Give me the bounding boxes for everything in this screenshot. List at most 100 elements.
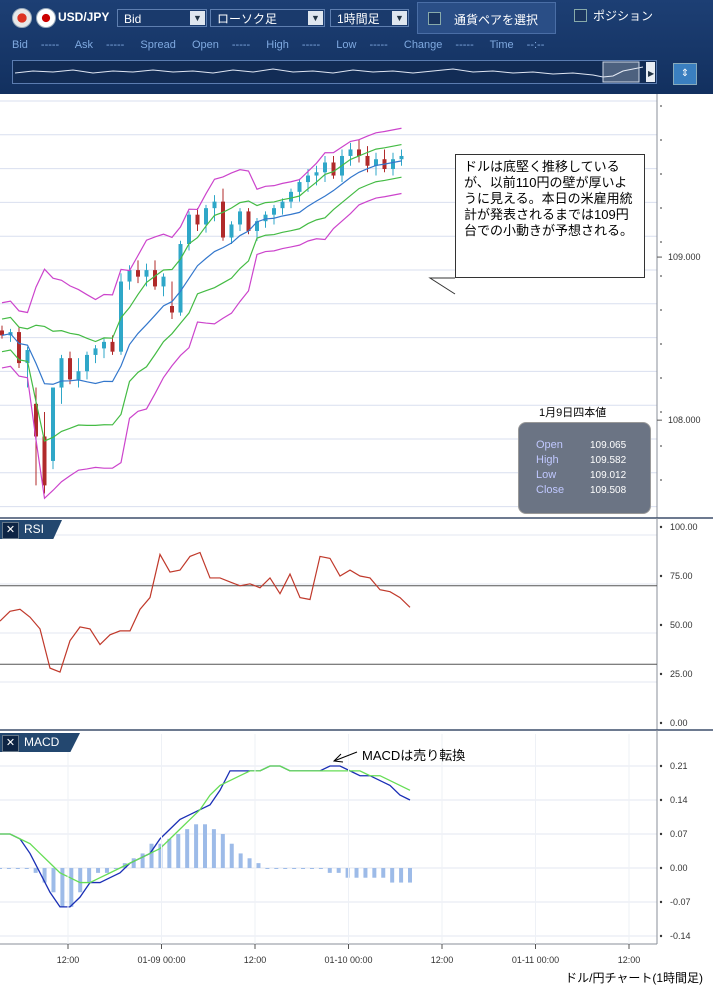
- price-minor-tick: [660, 207, 662, 209]
- macd-tick-label: 0.07: [670, 829, 688, 839]
- chevron-down-icon: ▼: [392, 11, 407, 25]
- macd-histogram-bar: [51, 868, 56, 893]
- rsi-tick: [659, 672, 663, 676]
- select-pair-checkbox[interactable]: [428, 12, 441, 25]
- band-upper-1sigma: [1, 143, 402, 343]
- time-tick-label: 01-11 00:00: [512, 955, 559, 965]
- rsi-panel-label: RSI: [24, 522, 45, 536]
- candle-body: [187, 214, 191, 245]
- price-minor-tick: [660, 479, 662, 481]
- macd-tick: [659, 866, 663, 870]
- high-value: -----: [301, 39, 321, 51]
- macd-histogram-bar: [390, 868, 395, 883]
- candle-body: [306, 175, 310, 183]
- price-type-select[interactable]: Bid ▼: [117, 9, 207, 27]
- japan-flag-icon: [36, 8, 56, 28]
- candle-body: [374, 159, 378, 166]
- macd-histogram-bar: [354, 868, 359, 878]
- candle-body: [34, 403, 38, 437]
- ask-label: Ask: [74, 39, 94, 51]
- candle-body: [127, 270, 132, 282]
- time-axis: 12:00 01-09 00:00 12:00 01-10 00:00 12:00 01-…: [57, 734, 641, 965]
- high-label: High: [266, 39, 289, 51]
- macd-histogram-bar: [96, 868, 101, 873]
- ohlc-box: Open 109.065 High 109.582 Low 109.012 Cl…: [518, 422, 651, 514]
- macd-tick: [659, 900, 663, 904]
- chart-type-value: ローソク足: [217, 12, 278, 26]
- ohlc-low-label: Low: [536, 469, 557, 481]
- candle-body: [280, 201, 285, 209]
- close-icon[interactable]: ✕: [2, 522, 19, 539]
- rsi-panel: 100.00 75.00 50.00 25.00 0.00: [0, 518, 698, 730]
- commentary-bubble: ドルは底堅く推移しているが、以前110円の壁が厚いように見える。本日の米雇用統計…: [455, 154, 645, 278]
- macd-histogram-bar: [0, 868, 2, 869]
- macd-panel-label: MACD: [24, 735, 60, 749]
- macd-histogram-bar: [292, 868, 297, 869]
- candle-body: [391, 159, 395, 170]
- candle-body: [110, 341, 115, 352]
- macd-tick-label: 0.21: [670, 761, 688, 771]
- ohlc-close-label: Close: [536, 484, 565, 496]
- currency-pair-label[interactable]: USD/JPY: [58, 10, 110, 24]
- macd-histogram-bar: [6, 868, 11, 869]
- quote-bar: Bid ----- Ask ----- Spread Open ----- High -…: [12, 39, 557, 51]
- candle-body: [255, 221, 259, 231]
- macd-note: MACDは売り転換: [362, 748, 466, 763]
- macd-histogram-bar: [220, 834, 225, 868]
- ask-value: -----: [106, 39, 125, 51]
- candle-body: [357, 149, 361, 156]
- rsi-line: [0, 551, 411, 673]
- ohlc-high-value: 109.582: [590, 455, 627, 466]
- macd-histogram-bar: [149, 843, 154, 868]
- rsi-tick-label: 25.00: [670, 669, 693, 679]
- candle-body: [365, 155, 370, 166]
- rsi-panel-tab[interactable]: ✕ RSI: [0, 520, 62, 539]
- period-select[interactable]: 1時間足 ▼: [330, 9, 409, 27]
- overview-sparkline: ▶: [14, 61, 655, 83]
- chart-type-select[interactable]: ローソク足 ▼: [210, 9, 325, 27]
- spread-label: Spread: [140, 39, 176, 51]
- macd-histogram-bar: [372, 868, 377, 878]
- band-upper-2sigma: [1, 127, 402, 314]
- position-checkbox[interactable]: [574, 9, 587, 22]
- macd-histogram-bar: [408, 868, 412, 883]
- candle-body: [314, 172, 319, 176]
- time-value: --:--: [526, 39, 545, 51]
- macd-histogram-bar: [113, 868, 118, 869]
- candle-body: [42, 436, 47, 486]
- candle-body: [144, 270, 149, 277]
- time-label: Time: [489, 39, 514, 51]
- macd-histogram-bar: [87, 868, 92, 883]
- price-axis: 109.000 108.000: [657, 105, 701, 481]
- rsi-tick: [659, 623, 663, 627]
- candle-body: [331, 162, 336, 176]
- rsi-tick-label: 100.00: [670, 522, 698, 532]
- price-minor-tick: [660, 343, 662, 345]
- macd-histogram-bar: [158, 843, 163, 868]
- price-tick-label: 109.000: [668, 252, 701, 262]
- candle-body: [238, 211, 242, 225]
- macd-tick-label: 0.14: [670, 795, 688, 805]
- macd-note-arrow: [333, 751, 358, 762]
- ohlc-title: 1月9日四本値: [539, 407, 607, 419]
- macd-histogram-bar: [69, 868, 74, 907]
- close-icon[interactable]: ✕: [2, 735, 19, 752]
- macd-histogram-bar: [238, 853, 243, 868]
- macd-panel-tab[interactable]: ✕ MACD: [0, 733, 80, 752]
- overview-scroller[interactable]: ▶: [12, 60, 657, 84]
- chart-caption: ドル/円チャート(1時間足): [565, 971, 703, 985]
- svg-text:▶: ▶: [648, 69, 655, 78]
- macd-histogram-bar: [194, 824, 199, 868]
- select-pair-button[interactable]: 通貨ペアを選択: [417, 2, 556, 34]
- macd-histogram-bar: [24, 868, 29, 869]
- time-tick-label: 12:00: [618, 955, 641, 965]
- candle-body: [161, 276, 166, 287]
- macd-histogram-bar: [203, 824, 207, 868]
- candle-body: [246, 211, 251, 231]
- macd-note-arrowhead: [332, 753, 344, 763]
- macd-tick-label: -0.14: [670, 931, 691, 941]
- time-tick-label: 12:00: [57, 955, 80, 965]
- zoom-toggle-icon[interactable]: ⇕: [673, 63, 697, 85]
- candle-body: [178, 244, 183, 313]
- rsi-tick-label: 0.00: [670, 718, 688, 728]
